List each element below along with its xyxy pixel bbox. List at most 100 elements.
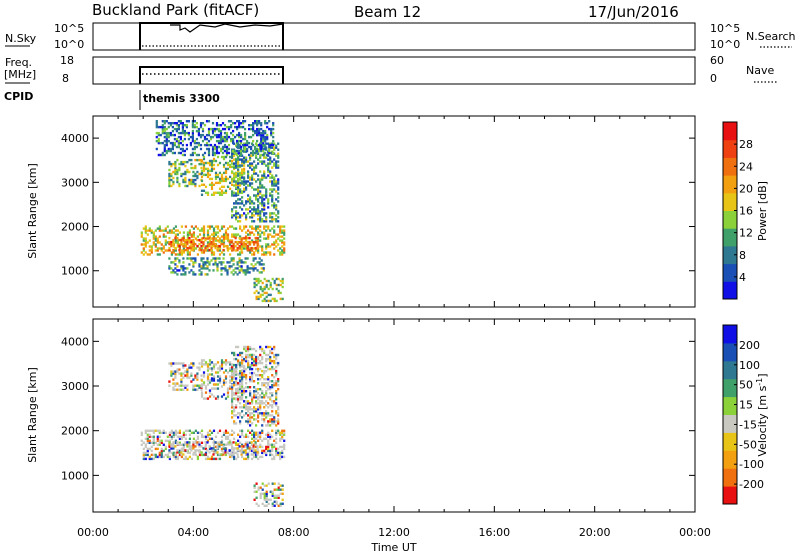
echo-cell (173, 137, 176, 141)
echo-cell (206, 259, 209, 262)
echo-cell (261, 384, 264, 387)
echo-cell (172, 227, 175, 230)
echo-cell (281, 445, 284, 449)
echo-cell (186, 376, 189, 379)
echo-cell (283, 429, 286, 432)
echo-cell (236, 139, 239, 143)
echo-cell (251, 412, 254, 415)
echo-cell (164, 239, 167, 242)
echo-cell (216, 431, 220, 434)
echo-cell (269, 233, 272, 236)
echo-cell (264, 135, 267, 139)
echo-cell (208, 359, 212, 362)
echo-cell (241, 406, 244, 409)
echo-cell (186, 160, 189, 164)
echo-cell (182, 178, 185, 182)
echo-cell (214, 451, 218, 455)
echo-cell (200, 386, 203, 389)
echo-cell (273, 355, 276, 359)
echo-cell (194, 453, 197, 457)
echo-cell (251, 253, 254, 256)
echo-cell (190, 178, 193, 182)
echo-cell (255, 496, 258, 499)
echo-cell (186, 240, 189, 244)
echo-cell (222, 163, 226, 167)
echo-cell (220, 242, 223, 246)
echo-cell (191, 131, 194, 135)
echo-cell (237, 193, 240, 196)
echo-cell (201, 133, 205, 137)
echo-cell (245, 202, 248, 205)
echo-cell (212, 439, 216, 442)
echo-cell (263, 156, 266, 159)
echo-cell (163, 143, 166, 147)
echo-cell (268, 149, 271, 153)
echo-cell (255, 361, 258, 365)
echo-cell (238, 122, 241, 125)
echo-cell (216, 244, 219, 248)
echo-cell (263, 371, 266, 375)
echo-cell (198, 368, 201, 371)
echo-cell (245, 457, 248, 461)
echo-cell (177, 139, 180, 143)
echo-cell (270, 133, 273, 137)
echo-cell (146, 229, 149, 232)
echo-cell (283, 455, 286, 459)
echo-cell (231, 447, 234, 451)
echo-cell (247, 363, 250, 367)
echo-cell (275, 404, 278, 407)
echo-cell (224, 233, 228, 236)
echo-cell (181, 139, 184, 143)
echo-cell (220, 439, 224, 442)
echo-cell (239, 190, 242, 193)
echo-cell (250, 145, 253, 149)
echo-cell (235, 183, 238, 186)
echo-cell (159, 133, 162, 137)
echo-cell (200, 265, 203, 268)
echo-cell (265, 445, 268, 449)
echo-cell (240, 453, 243, 456)
echo-cell (241, 387, 244, 390)
echo-cell (246, 441, 249, 444)
echo-cell (257, 279, 260, 283)
echo-cell (281, 437, 284, 440)
echo-cell (241, 395, 244, 398)
echo-cell (261, 357, 264, 361)
echo-cell (269, 180, 272, 183)
echo-cell (174, 263, 177, 266)
echo-cell (230, 125, 233, 129)
echo-cell (283, 251, 286, 254)
echo-cell (260, 153, 263, 157)
echo-cell (190, 158, 193, 162)
echo-cell (208, 447, 212, 451)
echo-cell (209, 137, 213, 141)
echo-cell (275, 410, 278, 413)
echo-cell (266, 137, 269, 141)
echo-cell (170, 271, 173, 274)
echo-cell (206, 455, 210, 459)
echo-cell (264, 151, 267, 155)
echo-cell (275, 390, 278, 393)
echo-cell (144, 227, 147, 230)
echo-cell (207, 129, 211, 133)
echo-cell (238, 124, 241, 127)
echo-cell (221, 139, 225, 143)
echo-cell (251, 176, 254, 179)
echo-cell (239, 412, 242, 415)
echo-cell (247, 402, 250, 405)
echo-cell (226, 163, 230, 167)
echo-cell (277, 152, 280, 155)
echo-cell (218, 441, 221, 444)
echo-cell (148, 447, 151, 451)
echo-cell (250, 246, 253, 250)
echo-cell (263, 365, 266, 369)
echo-cell (265, 504, 268, 507)
echo-cell (158, 227, 161, 230)
echo-cell (182, 231, 185, 234)
echo-cell (218, 161, 222, 165)
echo-cell (271, 146, 274, 149)
echo-cell (273, 345, 276, 349)
echo-cell (249, 247, 252, 250)
echo-cell (238, 265, 241, 268)
colorbar-segment (723, 281, 737, 300)
